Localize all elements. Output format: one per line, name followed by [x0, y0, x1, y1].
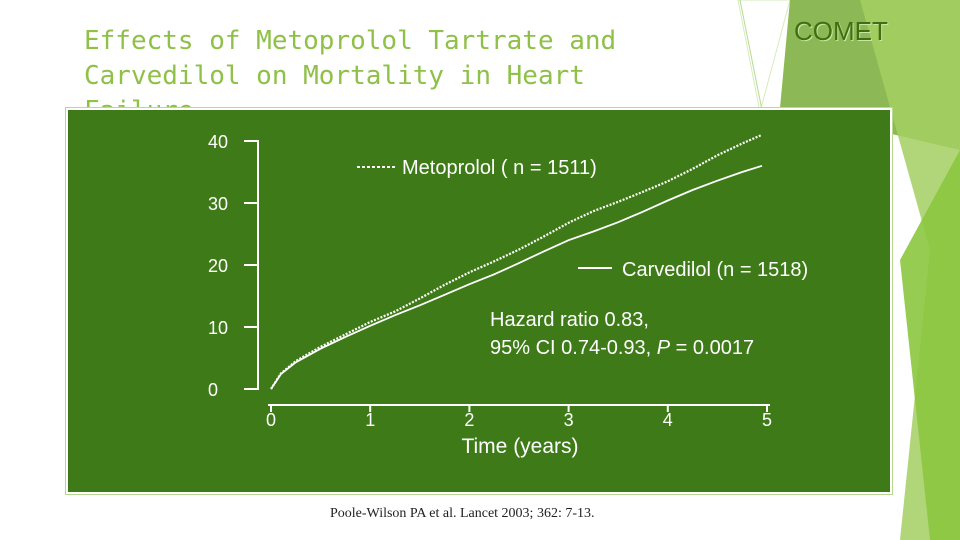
x-axis-label: Time (years) — [461, 435, 578, 458]
x-tick-label-4: 4 — [663, 410, 673, 430]
carvedilol-series-line — [270, 164, 763, 390]
legend-metoprolol-label: Metoprolol ( n = 1511) — [402, 157, 597, 179]
citation: Poole-Wilson PA et al. Lancet 2003; 362:… — [330, 506, 595, 521]
legend-carvedilol-label: Carvedilol (n = 1518) — [622, 259, 808, 281]
confidence-interval-text: 95% CI 0.74-0.93, P = 0.0017 — [490, 337, 754, 359]
p-value: = 0.0017 — [670, 337, 754, 359]
x-tick-label-2: 2 — [464, 410, 474, 430]
p-symbol: P — [657, 337, 671, 359]
ci-prefix: 95% CI 0.74-0.93, — [490, 337, 657, 359]
x-tick-label-0: 0 — [266, 410, 276, 430]
hazard-ratio-text: Hazard ratio 0.83, — [490, 309, 649, 331]
y-tick-label-10: 10 — [208, 318, 228, 338]
deco-stroke — [739, 0, 763, 111]
comet-badge: COMET — [794, 16, 888, 46]
chart-panel — [66, 108, 892, 494]
x-tick-label-1: 1 — [365, 410, 375, 430]
y-tick-label-30: 30 — [208, 194, 228, 214]
y-tick-label-0: 0 — [208, 380, 218, 400]
y-tick-label-20: 20 — [208, 256, 228, 276]
x-tick-label-3: 3 — [564, 410, 574, 430]
metoprolol-series-line — [270, 133, 763, 390]
deco-shape-mid — [900, 150, 960, 540]
y-tick-label-40: 40 — [208, 132, 228, 152]
deco-line — [737, 0, 791, 113]
y-axis-label: Percent Mortality (%) — [30, 158, 53, 366]
x-tick-label-5: 5 — [762, 410, 772, 430]
